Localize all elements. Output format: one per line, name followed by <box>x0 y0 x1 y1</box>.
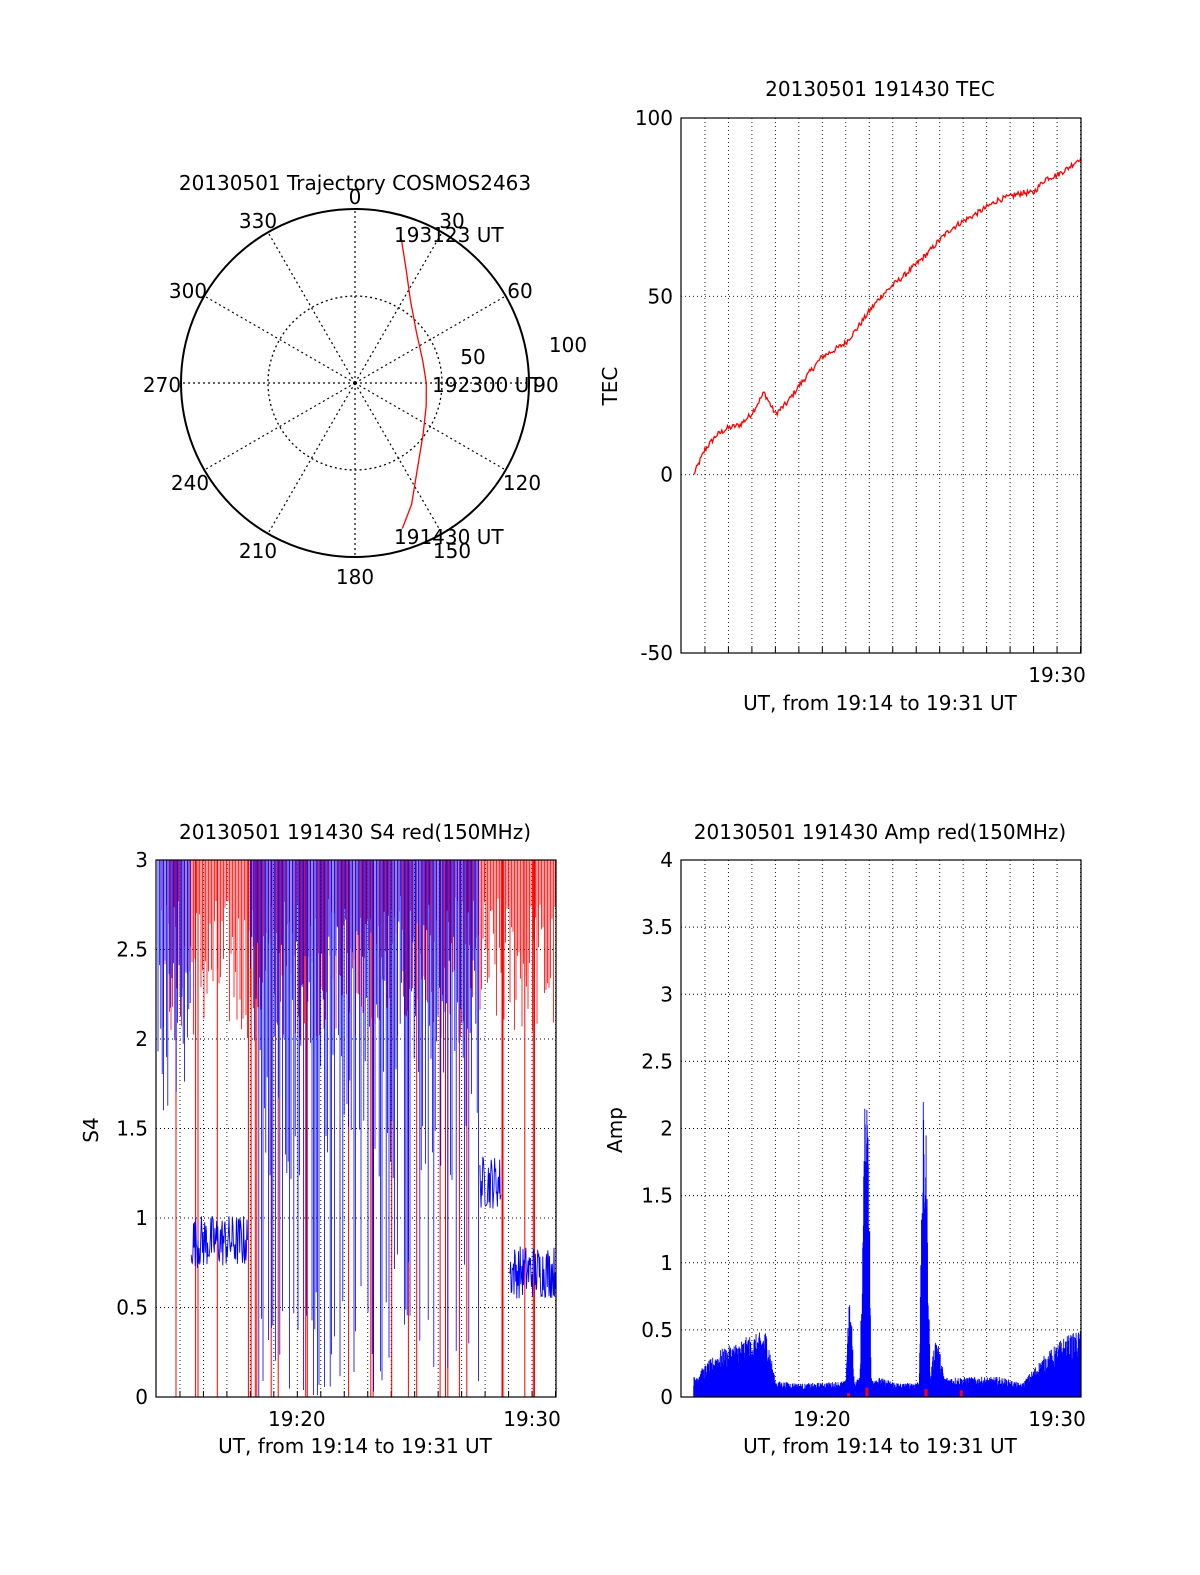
tec-title: 20130501 191430 TEC <box>765 77 995 101</box>
polar-spoke-240 <box>204 382 356 471</box>
s4-title: 20130501 191430 S4 red(150MHz) <box>179 820 531 844</box>
amp-ytick-label: 0.5 <box>641 1318 673 1342</box>
s4-x-axis-label: UT, from 19:14 to 19:31 UT <box>218 1434 493 1458</box>
tec-plot-frame <box>680 117 1082 654</box>
trajectory-annotation-mid: 192300 UT <box>432 373 542 397</box>
s4-xtick-label: 19:20 <box>268 1407 326 1431</box>
s4-ytick-label: 0 <box>135 1385 148 1409</box>
amp-chart: 20130501 191430 Amp red(150MHz) 0 0.5 1 1.5… <box>603 820 1086 1458</box>
tec-ytick-label: 50 <box>648 284 673 308</box>
az-label-60: 60 <box>507 279 532 303</box>
amp-ytick-label: 1 <box>660 1251 673 1275</box>
amp-ytick-label: 0 <box>660 1385 673 1409</box>
amp-title: 20130501 191430 Amp red(150MHz) <box>694 820 1066 844</box>
amp-plot-frame <box>680 859 1082 1398</box>
az-label-120: 120 <box>503 471 541 495</box>
tec-ytick-label: 100 <box>635 106 673 130</box>
az-label-240: 240 <box>171 471 209 495</box>
amp-ytick-label: 1.5 <box>641 1184 673 1208</box>
polar-spoke-210 <box>267 382 356 534</box>
s4-blue-series <box>157 860 479 1397</box>
tec-ytick-label: -50 <box>640 641 673 665</box>
amp-xtick-label: 19:20 <box>793 1407 851 1431</box>
s4-ytick-label: 3 <box>135 848 148 872</box>
s4-xtick-label: 19:30 <box>503 1407 561 1431</box>
s4-ytick-label: 1 <box>135 1206 148 1230</box>
amp-ytick-label: 2 <box>660 1117 673 1141</box>
radial-label-50: 50 <box>460 345 485 369</box>
az-label-30: 30 <box>439 209 464 233</box>
s4-y-axis-label: S4 <box>79 1117 103 1142</box>
amp-y-axis-label: Amp <box>603 1107 627 1153</box>
trajectory-title: 20130501 Trajectory COSMOS2463 <box>179 171 531 195</box>
az-label-180: 180 <box>336 565 374 589</box>
polar-spoke-60 <box>354 295 506 384</box>
tec-ytick-label: 0 <box>660 463 673 487</box>
polar-spoke-330 <box>267 232 356 384</box>
polar-spoke-30 <box>354 232 443 384</box>
az-label-150: 150 <box>433 539 471 563</box>
az-label-0: 0 <box>349 185 362 209</box>
s4-ytick-label: 0.5 <box>116 1296 148 1320</box>
polar-spoke-300 <box>204 295 356 384</box>
tec-series-line <box>693 157 1082 475</box>
s4-blue-segment-1 <box>479 1156 502 1209</box>
trajectory-line <box>400 236 427 529</box>
s4-chart: 20130501 191430 S4 red(150MHz) 0 0.5 1 1.5 2… <box>79 820 561 1458</box>
amp-ytick-label: 3.5 <box>641 915 673 939</box>
s4-blue-segment-2 <box>509 1246 557 1299</box>
tec-y-axis-label: TEC <box>598 367 622 407</box>
az-label-300: 300 <box>169 279 207 303</box>
tec-xtick-label: 19:30 <box>1028 663 1086 687</box>
s4-blue-segment-0 <box>190 1215 248 1269</box>
amp-ytick-label: 2.5 <box>641 1049 673 1073</box>
s4-ytick-label: 2 <box>135 1027 148 1051</box>
az-label-90: 90 <box>533 373 558 397</box>
amp-ytick-label: 4 <box>660 848 673 872</box>
amp-blue-series <box>693 1102 1082 1397</box>
amp-ytick-label: 3 <box>660 982 673 1006</box>
s4-ytick-label: 1.5 <box>116 1117 148 1141</box>
az-label-210: 210 <box>239 539 277 563</box>
az-label-330: 330 <box>239 209 277 233</box>
amp-x-axis-label: UT, from 19:14 to 19:31 UT <box>743 1434 1018 1458</box>
tec-chart: 20130501 191430 TEC -50 0 50 100 19:30 UT, … <box>598 77 1086 715</box>
trajectory-annotation-end: 193123 UT <box>394 223 504 247</box>
trajectory-annotation-start: 191430 UT <box>394 525 504 549</box>
s4-plot-frame <box>155 859 557 1398</box>
polar-outer-ring <box>180 208 530 558</box>
polar-spoke-120 <box>354 382 506 471</box>
trajectory-chart: 20130501 Trajectory COSMOS2463 0 30 60 9… <box>143 171 587 589</box>
amp-xtick-label: 19:30 <box>1028 1407 1086 1431</box>
tec-x-axis-label: UT, from 19:14 to 19:31 UT <box>743 691 1018 715</box>
radial-label-100: 100 <box>549 333 587 357</box>
polar-spoke-150 <box>354 382 443 534</box>
s4-ytick-label: 2.5 <box>116 938 148 962</box>
az-label-270: 270 <box>143 373 181 397</box>
